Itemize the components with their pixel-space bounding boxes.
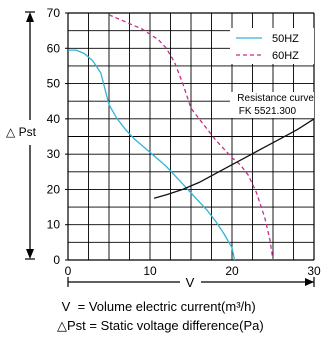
caption-volume-symbol: V [58, 299, 74, 314]
y-tick-label: 30 [47, 147, 61, 161]
y-axis-label: △ Pst [6, 125, 37, 139]
x-axis-label: V [186, 275, 195, 290]
arrowhead-up [26, 12, 34, 22]
x-tick-label: 0 [65, 264, 72, 278]
y-tick-label: 50 [47, 77, 61, 91]
y-tick-label: 60 [47, 41, 61, 55]
y-tick-label: 40 [47, 112, 61, 126]
caption-volume-text: = Volume electric current(m³/h) [78, 299, 256, 314]
arrowhead-right [305, 278, 314, 286]
annotation: Resistance curve FK 5521.300 [230, 92, 314, 118]
legend-label-1: 50HZ [272, 33, 299, 45]
chart: 0 10 20 30 40 50 60 70 0 10 20 30 △ Pst V 50HZ 60HZ R… [0, 0, 330, 300]
x-tick-label: 10 [143, 264, 157, 278]
caption-pressure-symbol: △Pst [57, 318, 86, 333]
arrowhead-down [26, 249, 34, 259]
x-tick-label: 30 [307, 264, 321, 278]
annotation-line-2: FK 5521.300 [239, 106, 297, 117]
x-tick-label: 20 [225, 264, 239, 278]
legend-label-2: 60HZ [272, 50, 299, 62]
series-line-1 [68, 50, 235, 260]
annotation-line-1: Resistance curve [237, 93, 314, 104]
y-tick-label: 70 [47, 6, 61, 20]
y-tick-label: 0 [53, 253, 60, 267]
y-tick-label: 20 [47, 182, 61, 196]
caption-pressure-text: = Static voltage difference(Pa) [89, 318, 263, 333]
caption-volume: V = Volume electric current(m³/h) [58, 299, 256, 314]
legend: 50HZ 60HZ [230, 28, 314, 64]
caption-pressure: △Pst = Static voltage difference(Pa) [57, 318, 264, 334]
y-tick-label: 10 [47, 218, 61, 232]
